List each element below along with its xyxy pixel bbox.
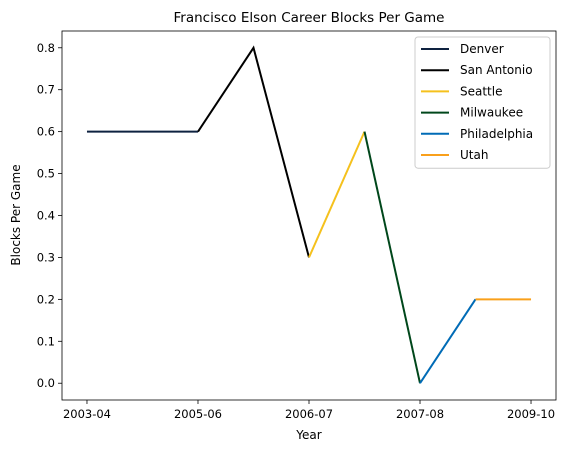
x-tick-label: 2003-04 [63,407,111,421]
legend-label: Utah [460,148,488,162]
y-tick-label: 0.2 [37,292,55,306]
y-tick-label: 0.3 [37,250,55,264]
series-line-3 [363,131,421,384]
legend-label: Milwaukee [460,106,523,120]
chart-title: Francisco Elson Career Blocks Per Game [173,10,444,26]
legend-label: San Antonio [460,63,533,77]
y-tick-label: 0.4 [37,209,55,223]
y-tick-label: 0.5 [37,167,55,181]
legend: Denver San Antonio Seattle Milwaukee Philade… [414,36,551,169]
y-tick-label: 0.1 [37,334,55,348]
legend-label: Seattle [460,84,502,98]
plot-lines [86,45,532,384]
series-line-4 [419,298,477,384]
x-axis: 2003-042005-062006-072007-082009-102011-… [63,400,555,421]
y-tick-label: 0.7 [37,83,55,97]
y-tick-label: 0.6 [37,125,55,139]
x-axis-label: Year [295,428,321,442]
x-tick-label: 2009-10 [507,407,555,421]
series-line-2 [308,131,366,258]
y-tick-label: 0.8 [37,41,55,55]
y-axis-label: Blocks Per Game [9,164,23,265]
x-tick-label: 2006-07 [285,407,333,421]
y-axis: 0.0 0.1 0.2 0.3 0.4 0.5 0.6 0.7 0.8 [37,41,62,390]
legend-label: Denver [460,42,504,56]
x-tick-label: 2007-08 [396,407,444,421]
legend-label: Philadelphia [460,127,533,141]
y-tick-label: 0.0 [37,376,55,390]
x-tick-label: 2005-06 [174,407,222,421]
series-line-1 [197,45,310,258]
